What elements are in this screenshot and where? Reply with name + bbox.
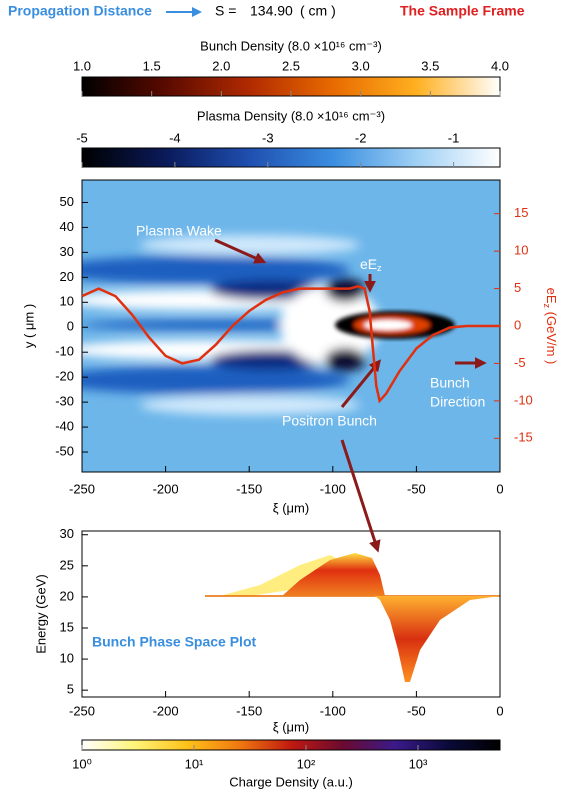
y-tick-label: -10 — [55, 344, 74, 359]
annotation: eE — [360, 256, 377, 272]
x-tick-label: 0 — [496, 481, 503, 496]
x-tick-label: -200 — [153, 703, 179, 718]
y-axis-label: y ( μm ) — [21, 304, 36, 348]
annotation: Positron Bunch — [282, 413, 377, 429]
tick-label: 1.5 — [143, 58, 161, 73]
tick-label: -1 — [448, 130, 460, 145]
x-axis-label: ξ (μm) — [273, 500, 309, 515]
y-tick-label: 15 — [60, 619, 74, 634]
y-tick-label: -20 — [55, 369, 74, 384]
x-tick-label: -100 — [320, 703, 346, 718]
y2-tick-label: 0 — [514, 317, 521, 332]
header-right: The Sample Frame — [400, 3, 525, 19]
phase-frame — [81, 530, 501, 698]
x-tick-label: -150 — [236, 703, 262, 718]
x-tick-label: -250 — [69, 703, 95, 718]
y2-tick-label: 15 — [514, 205, 528, 220]
tick-label: 2.0 — [212, 58, 230, 73]
tick-label: 4.0 — [491, 58, 509, 73]
colorbar — [81, 739, 501, 751]
plasma-map — [82, 180, 500, 472]
y2-axis-label: z — [542, 304, 552, 309]
y-tick-label: -50 — [55, 443, 74, 458]
s-unit: ( cm ) — [300, 3, 336, 19]
tick-label: 2.5 — [282, 58, 300, 73]
x-tick-label: -100 — [320, 481, 346, 496]
y-tick-label: 20 — [60, 269, 74, 284]
tick-label: -2 — [355, 130, 367, 145]
field-line — [82, 284, 500, 404]
x-tick-label: -200 — [153, 481, 179, 496]
tick-label: 3.0 — [352, 58, 370, 73]
y-axis-label: Energy (GeV) — [33, 574, 48, 653]
y2-axis-label: (GeV/m ) — [544, 308, 559, 364]
y2-tick-label: -10 — [514, 392, 533, 407]
y2-axis-label: eEz (GeV/m ) — [542, 288, 559, 365]
x-tick-label: -250 — [69, 481, 95, 496]
s-label: S = — [215, 3, 236, 19]
y-tick-label: 5 — [67, 682, 74, 697]
y-tick-label: 10 — [60, 294, 74, 309]
x-axis-label: ξ (μm) — [273, 719, 309, 734]
annotation: Bunch — [430, 375, 470, 391]
x-tick-label: 0 — [496, 703, 503, 718]
y2-axis-label: eE — [544, 288, 559, 304]
y-tick-label: 30 — [60, 526, 74, 541]
colorbar-title: Bunch Density (8.0 ×10¹⁶ cm⁻³) — [200, 38, 382, 53]
arrow — [214, 238, 267, 264]
y-tick-label: -40 — [55, 419, 74, 434]
tick-label: -5 — [76, 130, 88, 145]
y-tick-label: 40 — [60, 219, 74, 234]
tick-label: -3 — [262, 130, 274, 145]
y-tick-label: 25 — [60, 557, 74, 572]
s-value: 134.90 — [250, 3, 293, 19]
annotation: z — [377, 263, 382, 273]
annotation: Direction — [430, 394, 485, 410]
tick-label: 10¹ — [185, 756, 204, 771]
y2-tick-label: -5 — [514, 355, 526, 370]
arrow — [340, 359, 382, 408]
y-tick-label: 50 — [60, 194, 74, 209]
y-tick-label: 20 — [60, 588, 74, 603]
y2-tick-label: -15 — [514, 430, 533, 445]
annotation: eEz — [360, 256, 382, 274]
header-left: Propagation Distance — [8, 3, 152, 19]
colorbar — [81, 147, 501, 168]
y-tick-label: 10 — [60, 651, 74, 666]
annotation: Plasma Wake — [136, 223, 222, 239]
arrow — [340, 439, 381, 553]
tick-label: -4 — [169, 130, 181, 145]
tick-label: 10² — [297, 756, 316, 771]
x-tick-label: -50 — [407, 481, 426, 496]
annotation: Bunch Phase Space Plot — [92, 634, 256, 650]
colorbar-title: Charge Density (a.u.) — [229, 774, 353, 789]
x-tick-label: -50 — [407, 703, 426, 718]
y2-tick-label: 5 — [514, 280, 521, 295]
colorbar-title: Plasma Density (8.0 ×10¹⁶ cm⁻³) — [197, 108, 385, 123]
phase-space-map — [205, 553, 500, 682]
x-tick-label: -150 — [236, 481, 262, 496]
tick-label: 10³ — [409, 756, 428, 771]
tick-label: 3.5 — [421, 58, 439, 73]
tick-label: 1.0 — [73, 58, 91, 73]
y-tick-label: 30 — [60, 244, 74, 259]
y-tick-label: -30 — [55, 394, 74, 409]
tick-label: 10⁰ — [72, 756, 92, 771]
y2-tick-label: 10 — [514, 243, 528, 258]
y-tick-label: 0 — [67, 319, 74, 334]
